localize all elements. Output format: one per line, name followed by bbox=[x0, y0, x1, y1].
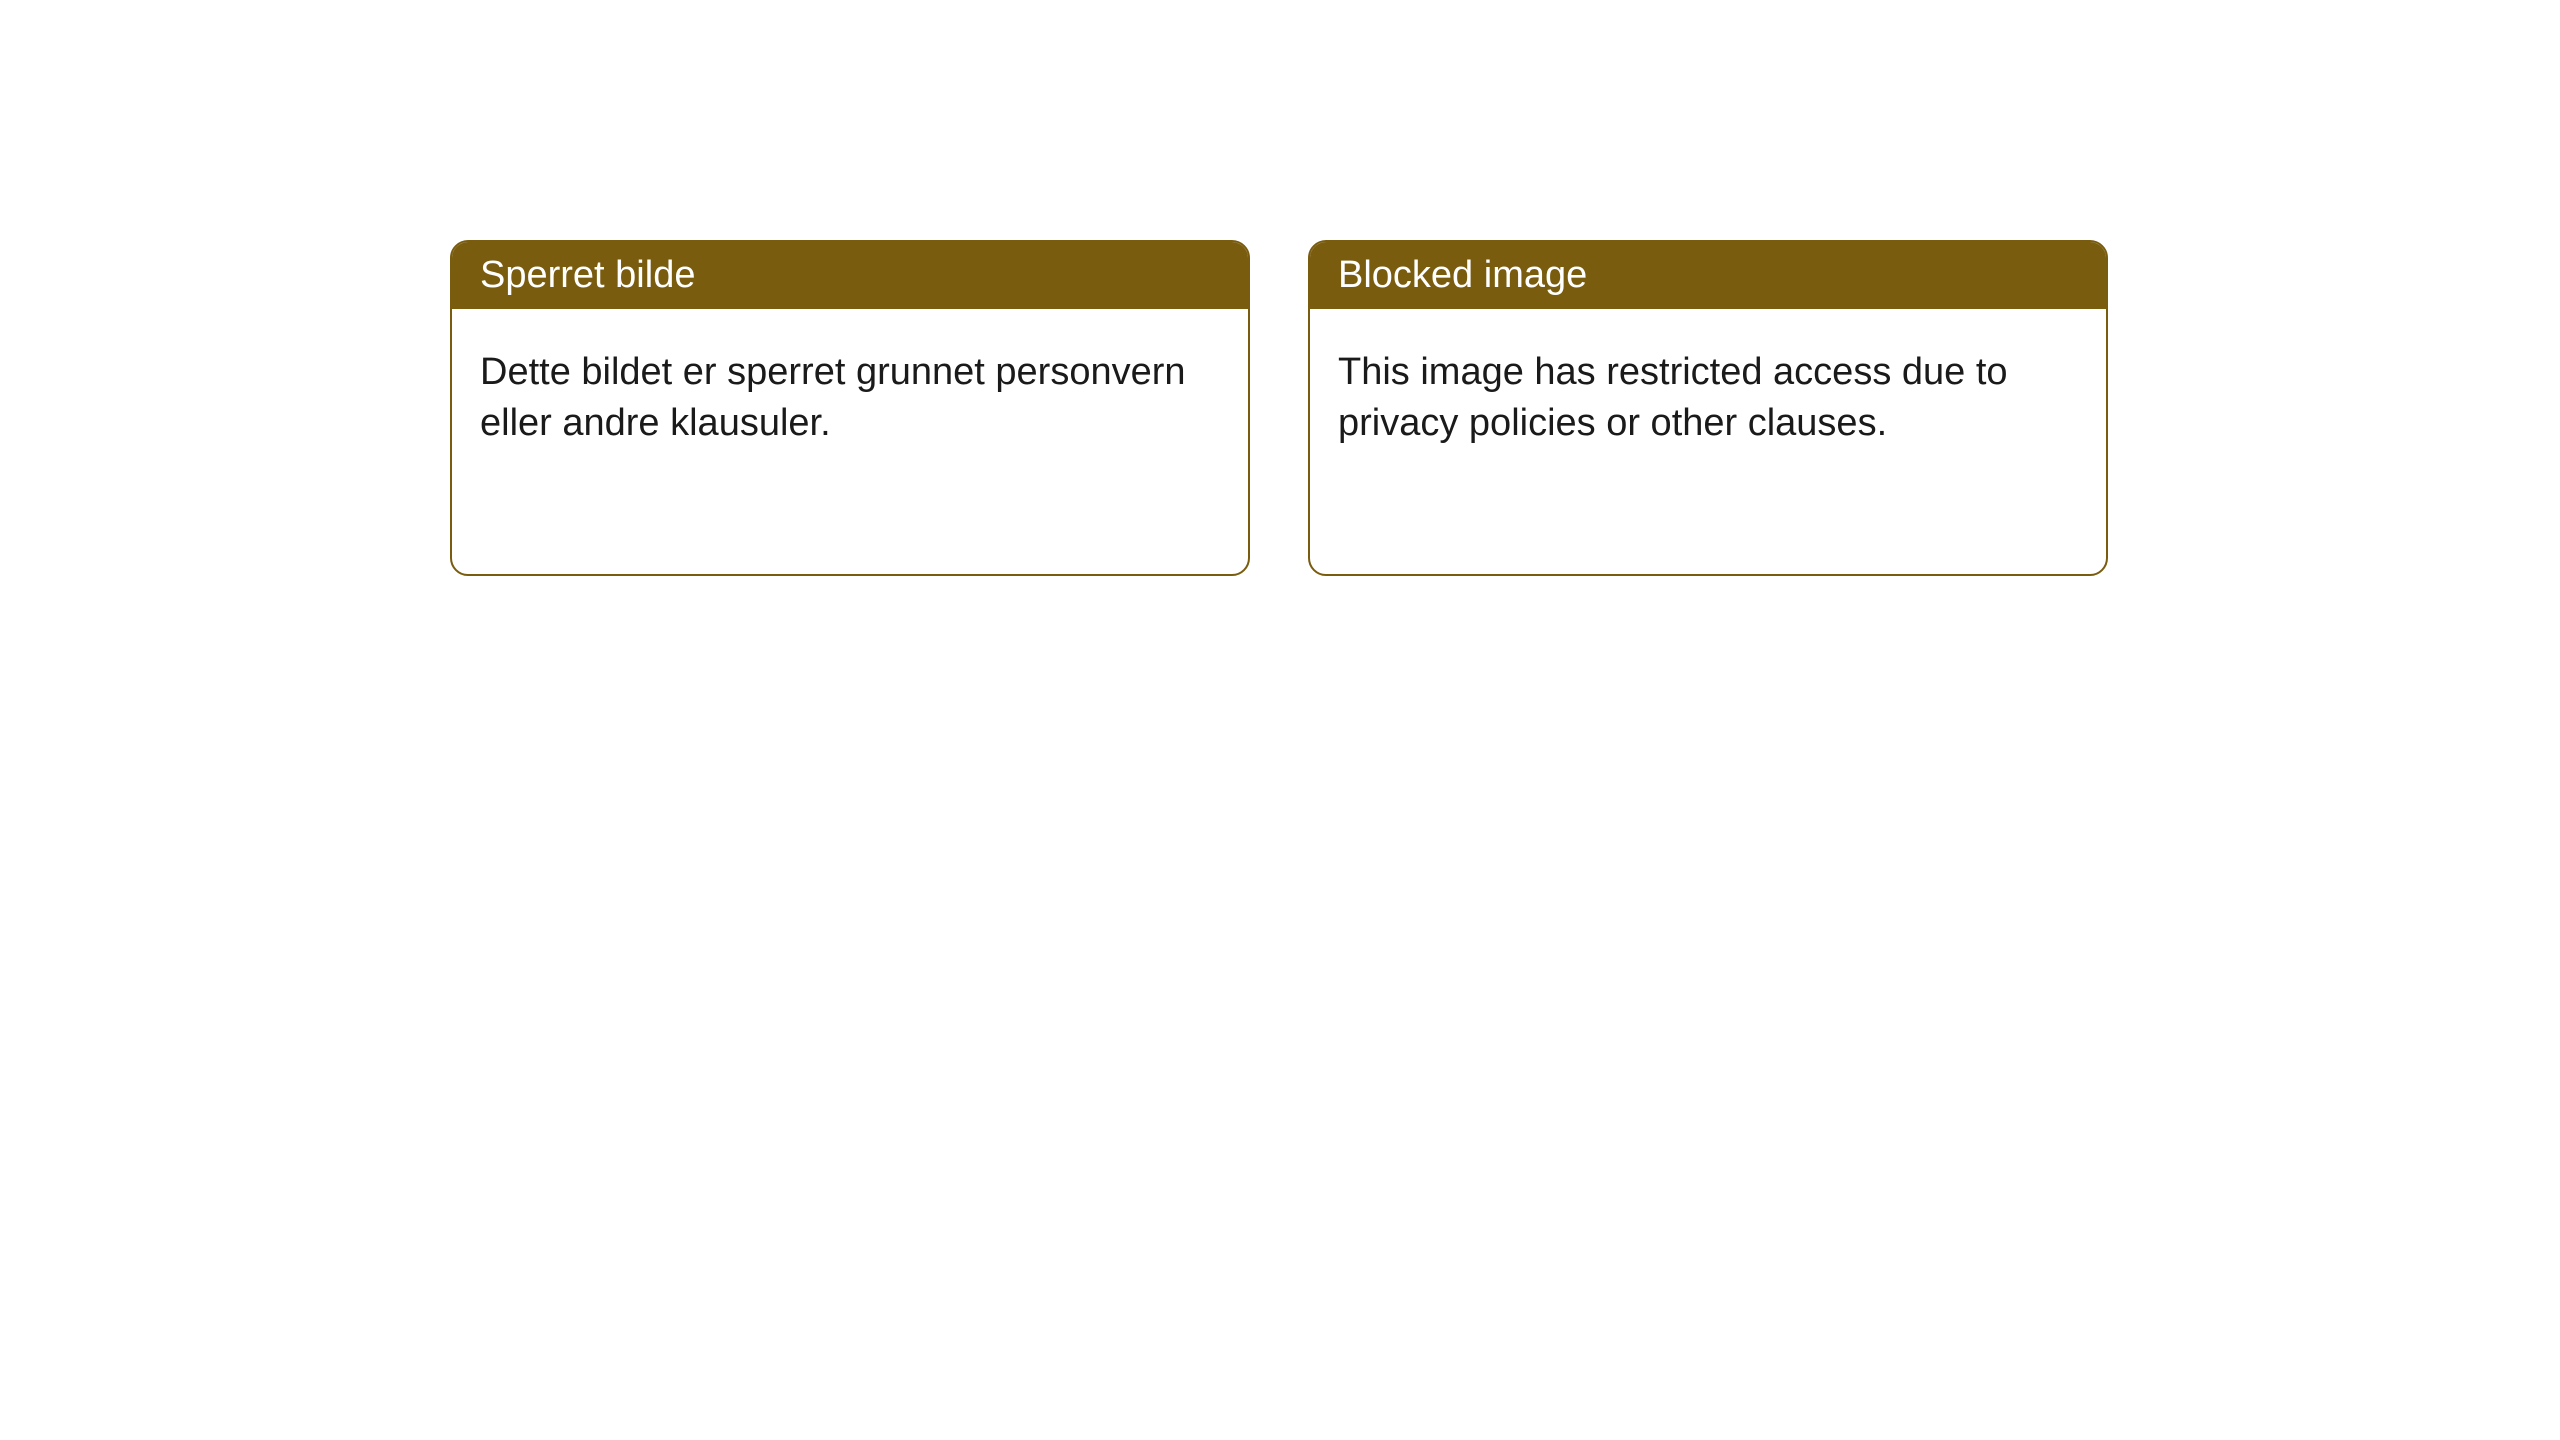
notice-body-english: This image has restricted access due to … bbox=[1310, 309, 2106, 488]
notice-card-norwegian: Sperret bilde Dette bildet er sperret gr… bbox=[450, 240, 1250, 576]
notice-card-english: Blocked image This image has restricted … bbox=[1308, 240, 2108, 576]
notice-header-norwegian: Sperret bilde bbox=[452, 242, 1248, 309]
notice-container: Sperret bilde Dette bildet er sperret gr… bbox=[0, 0, 2560, 576]
notice-body-norwegian: Dette bildet er sperret grunnet personve… bbox=[452, 309, 1248, 488]
notice-header-english: Blocked image bbox=[1310, 242, 2106, 309]
